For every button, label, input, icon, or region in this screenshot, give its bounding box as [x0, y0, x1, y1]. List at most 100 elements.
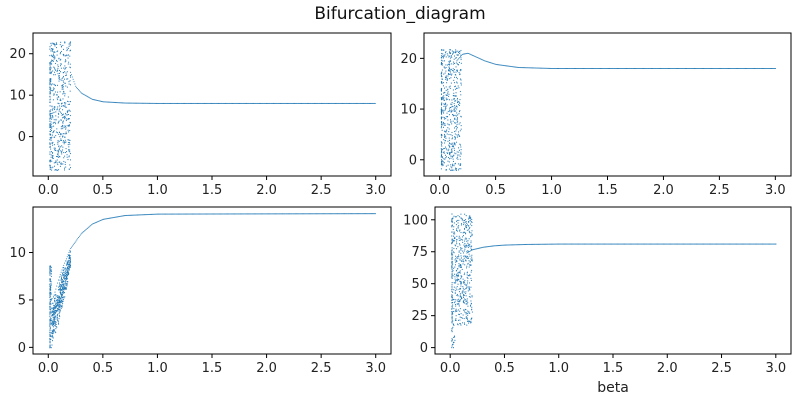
data-point [741, 243, 743, 245]
data-point [59, 310, 61, 312]
data-point [443, 73, 445, 75]
data-point [446, 133, 448, 135]
data-point [68, 269, 70, 271]
data-point [57, 112, 59, 114]
data-point [59, 311, 61, 313]
data-point [569, 243, 571, 245]
data-point [516, 66, 518, 68]
data-point [297, 213, 299, 215]
data-point [57, 296, 59, 298]
data-point [652, 243, 654, 245]
data-point [60, 128, 62, 130]
data-point [459, 229, 461, 231]
data-point [123, 215, 125, 217]
data-point [160, 213, 162, 215]
data-point [51, 322, 53, 324]
data-point [49, 63, 51, 65]
data-point [464, 245, 466, 247]
data-point [58, 161, 60, 163]
data-point [69, 151, 71, 153]
data-point [453, 147, 455, 149]
data-point [750, 243, 752, 245]
data-point [460, 217, 462, 220]
data-point [595, 243, 597, 245]
data-point [446, 82, 448, 84]
data-point [57, 152, 59, 154]
data-point [459, 316, 461, 318]
data-point [451, 169, 453, 171]
data-point [459, 287, 461, 290]
data-point [441, 112, 442, 114]
data-point [462, 53, 464, 55]
data-point [522, 244, 523, 246]
data-point [445, 66, 447, 69]
data-point [476, 248, 478, 250]
data-point [161, 102, 163, 104]
data-point [518, 66, 520, 68]
data-point [49, 312, 51, 314]
data-point [299, 213, 300, 215]
data-point [582, 243, 584, 245]
data-point [305, 102, 307, 104]
data-point [65, 276, 67, 278]
data-point [64, 116, 66, 119]
data-point [470, 305, 471, 307]
data-point [58, 149, 60, 151]
data-point [67, 273, 69, 275]
data-point [543, 243, 545, 245]
data-point [441, 142, 443, 144]
data-point [69, 255, 71, 257]
data-point [496, 64, 498, 66]
data-point [458, 131, 459, 133]
data-point [752, 68, 754, 69]
data-point [459, 104, 461, 106]
data-point [100, 219, 102, 221]
data-point [448, 152, 450, 154]
data-point [68, 266, 70, 268]
data-point [470, 54, 472, 56]
data-point [453, 61, 455, 63]
data-point [469, 232, 471, 234]
data-point [628, 243, 630, 245]
data-point [254, 102, 256, 104]
data-point [339, 102, 340, 104]
data-point [302, 102, 304, 104]
data-point [555, 243, 557, 245]
data-point [466, 274, 468, 276]
data-point [463, 257, 465, 259]
data-point [747, 68, 749, 69]
data-point [444, 103, 446, 105]
data-point [470, 245, 472, 247]
data-point [300, 102, 302, 104]
data-point [62, 122, 64, 124]
data-point [57, 116, 59, 118]
data-point [54, 316, 56, 318]
data-point [57, 156, 58, 158]
data-point [317, 102, 319, 104]
data-point [49, 293, 51, 295]
data-point [245, 102, 247, 104]
x-tick-label: 2.5 [311, 183, 332, 198]
data-point [441, 64, 443, 66]
data-point [64, 291, 65, 294]
data-point [581, 68, 583, 69]
data-point [49, 326, 51, 328]
data-point [453, 240, 454, 242]
data-point [579, 243, 581, 245]
data-point [613, 243, 615, 245]
data-point [67, 78, 69, 80]
data-point [459, 308, 461, 310]
data-point [448, 128, 450, 130]
data-point [495, 63, 497, 65]
data-point [61, 306, 63, 308]
data-point [451, 235, 453, 237]
data-point [52, 310, 53, 312]
data-point [460, 324, 462, 326]
data-point [137, 102, 139, 104]
data-point [725, 68, 727, 69]
data-point [570, 243, 572, 245]
data-point [61, 86, 63, 88]
data-point [468, 289, 470, 291]
data-point [454, 100, 456, 102]
data-point [49, 289, 51, 291]
